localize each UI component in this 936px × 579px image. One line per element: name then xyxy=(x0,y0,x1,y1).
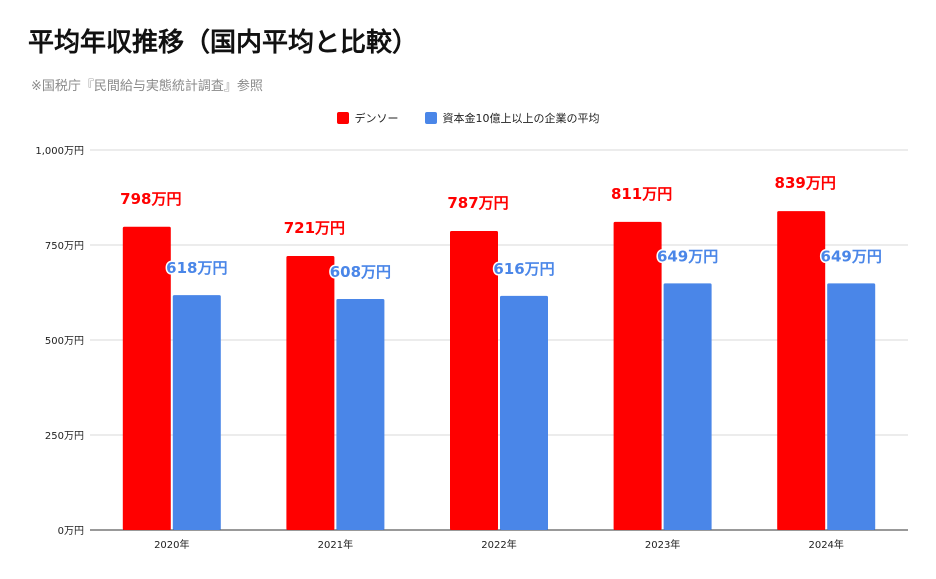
data-label-average: 616万円 xyxy=(493,260,554,278)
bar-denso xyxy=(613,221,662,530)
legend-item-average: 資本金10億上以上の企業の平均 xyxy=(424,110,600,126)
bar-denso xyxy=(777,211,826,530)
y-tick-label: 0万円 xyxy=(58,526,84,537)
x-tick-label: 2021年 xyxy=(318,538,353,551)
data-label-average: 649万円 xyxy=(821,247,882,265)
data-label-denso: 839万円 xyxy=(775,174,836,192)
data-label-denso: 811万円 xyxy=(611,185,672,203)
x-tick-label: 2024年 xyxy=(808,538,843,551)
data-label-denso: 798万円 xyxy=(120,190,181,208)
data-label-average: 618万円 xyxy=(166,259,227,277)
data-label-denso: 721万円 xyxy=(284,219,345,237)
legend-swatch-denso xyxy=(336,112,349,124)
x-tick-label: 2020年 xyxy=(154,538,189,551)
data-label-average: 608万円 xyxy=(330,263,391,281)
y-tick-label: 250万円 xyxy=(45,431,84,442)
bar-average xyxy=(827,283,876,530)
bar-denso xyxy=(450,230,498,530)
legend-label-average: 資本金10億上以上の企業の平均 xyxy=(442,112,600,125)
data-label-average: 649万円 xyxy=(657,247,718,265)
chart-legend: デンソー 資本金10億上以上の企業の平均 xyxy=(0,110,936,126)
x-tick-label: 2023年 xyxy=(645,538,680,551)
x-tick-label: 2022年 xyxy=(481,538,516,551)
legend-item-denso: デンソー xyxy=(336,110,399,126)
chart-subtitle: ※国税庁『民間給与実態統計調査』参照 xyxy=(31,79,263,94)
bar-average xyxy=(500,295,548,530)
chart-title: 平均年収推移（国内平均と比較） xyxy=(28,28,419,58)
bar-average xyxy=(663,283,712,530)
bar-denso xyxy=(122,226,171,530)
legend-label-denso: デンソー xyxy=(354,112,399,125)
data-label-denso: 787万円 xyxy=(447,194,508,212)
bar-denso xyxy=(286,256,335,530)
bar-average xyxy=(336,298,385,530)
legend-swatch-average xyxy=(424,112,437,124)
bar-average xyxy=(172,295,221,530)
y-tick-label: 500万円 xyxy=(45,336,84,347)
y-tick-label: 750万円 xyxy=(45,241,84,252)
y-tick-label: 1,000万円 xyxy=(35,146,84,157)
